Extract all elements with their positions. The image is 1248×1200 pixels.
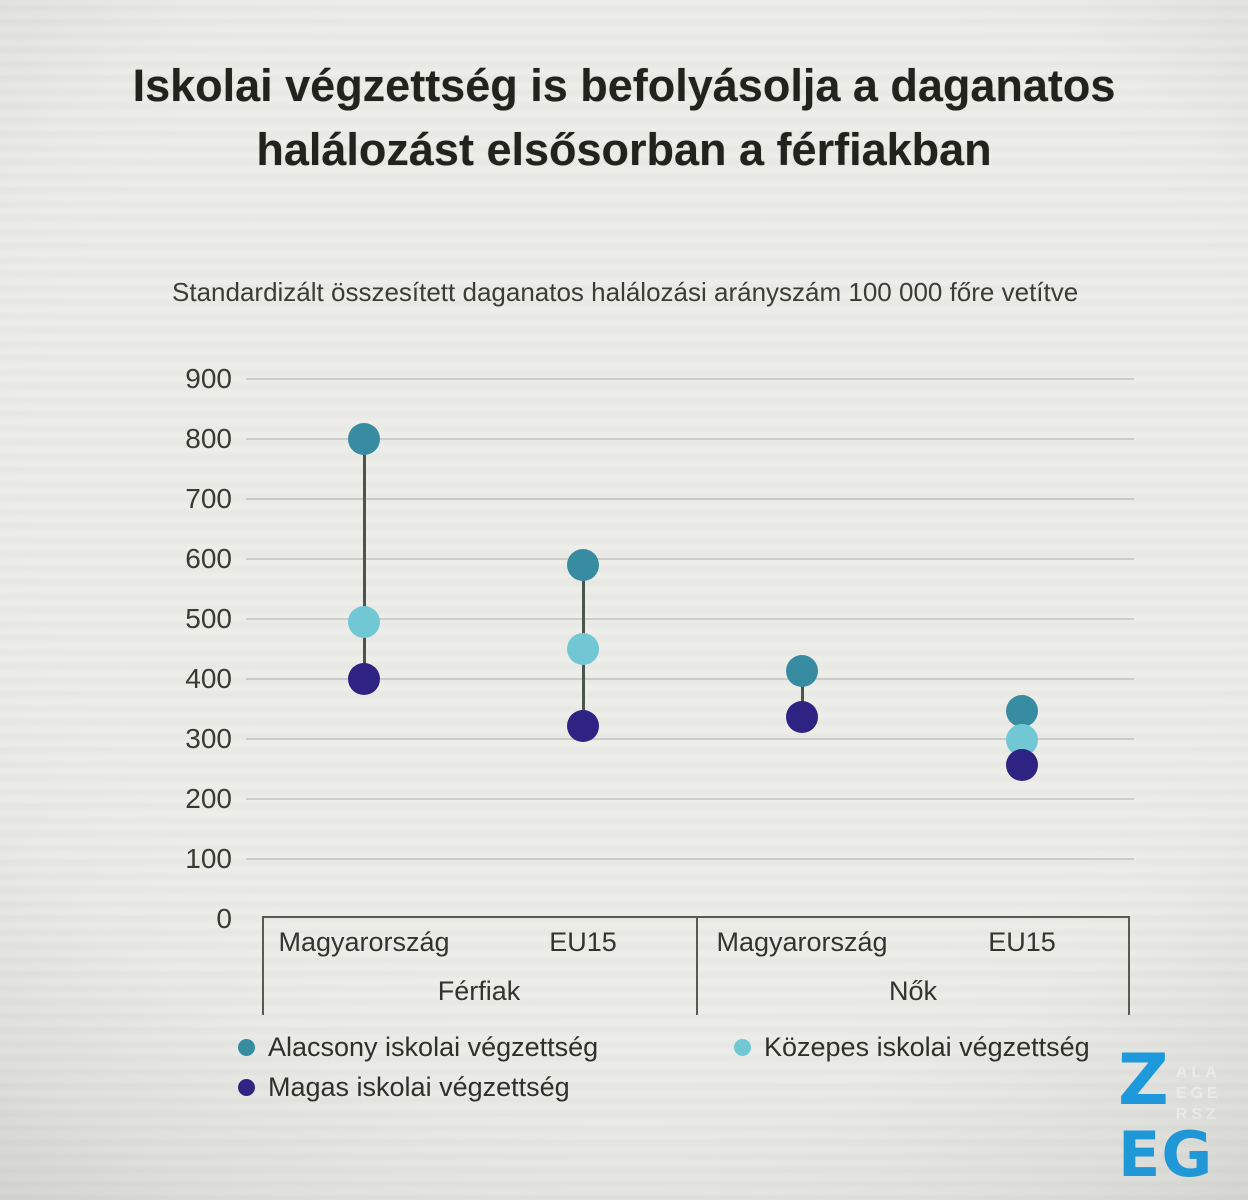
y-tick-label-500: 500 — [185, 603, 232, 634]
axis-group-tick-1 — [696, 916, 698, 1015]
gridline-500 — [246, 618, 1134, 620]
dot-magyarország-0-alacsony — [348, 423, 380, 455]
x-label-2: Magyarország — [716, 927, 888, 957]
legend-item-2: Magas iskolai végzettség — [238, 1072, 734, 1103]
y-tick-label-200: 200 — [185, 783, 232, 814]
y-tick-label-800: 800 — [185, 423, 232, 454]
axis-group-tick-2 — [1128, 916, 1130, 1015]
gridline-700 — [246, 498, 1134, 500]
connector-2 — [800, 671, 804, 717]
chart-subtitle: Standardizált összesített daganatos halá… — [172, 277, 1079, 307]
gridline-100 — [246, 858, 1134, 860]
dot-eu15-3-alacsony — [1006, 694, 1038, 727]
gridline-200 — [246, 798, 1134, 800]
y-tick-label-900: 900 — [185, 363, 232, 394]
gridline-800 — [246, 438, 1134, 440]
logo-side-line-2: EGE — [1175, 1085, 1222, 1102]
y-tick-label-400: 400 — [185, 663, 232, 694]
legend-item-0: Alacsony iskolai végzettség — [238, 1032, 734, 1063]
dot-eu15-1-kozepes — [567, 633, 599, 665]
legend-label-2: Magas iskolai végzettség — [268, 1072, 570, 1102]
legend-swatch-icon-2 — [238, 1079, 255, 1096]
legend-swatch-icon-0 — [238, 1039, 255, 1056]
dot-magyarország-0-magas — [348, 663, 380, 695]
y-tick-label-300: 300 — [185, 723, 232, 754]
y-tick-label-600: 600 — [185, 543, 232, 574]
logo-side-line-3: RSZ — [1175, 1106, 1220, 1123]
group-label-1: Nők — [888, 976, 937, 1006]
chart-legend: Alacsony iskolai végzettség Közepes iskol… — [238, 1032, 1150, 1103]
zalaegerszeg-logo: Z ALA EGE RSZ EG — [1118, 1039, 1222, 1191]
dot-eu15-1-magas — [567, 709, 599, 742]
logo-side-text: ALA EGE RSZ — [1176, 1062, 1222, 1125]
y-tick-label-700: 700 — [185, 483, 232, 514]
legend-label-0: Alacsony iskolai végzettség — [268, 1032, 599, 1062]
dot-magyarország-2-magas — [786, 700, 818, 733]
legend-swatch-icon-1 — [734, 1039, 751, 1056]
gridline-900 — [246, 378, 1134, 380]
gridline-400 — [246, 678, 1134, 680]
group-label-0: Férfiak — [437, 976, 521, 1006]
dot-magyarország-0-kozepes — [348, 606, 380, 638]
logo-side-line-1: ALA — [1175, 1064, 1221, 1081]
gridline-300 — [246, 738, 1134, 740]
dot-eu15-3-magas — [1006, 748, 1038, 781]
connector-0 — [362, 439, 366, 679]
legend-item-1: Közepes iskolai végzettség — [734, 1032, 1150, 1063]
gridline-600 — [246, 558, 1134, 560]
legend-label-1: Közepes iskolai végzettség — [764, 1032, 1090, 1062]
x-label-1: EU15 — [549, 927, 617, 957]
x-label-3: EU15 — [988, 927, 1056, 957]
dot-eu15-1-alacsony — [567, 549, 599, 581]
logo-letter-z: Z — [1118, 1039, 1169, 1121]
x-label-0: Magyarország — [278, 927, 450, 957]
y-tick-label-100: 100 — [185, 843, 232, 874]
logo-top-row: Z ALA EGE RSZ — [1118, 1039, 1222, 1125]
y-tick-label-0: 0 — [216, 903, 232, 934]
logo-letters-eg: EG — [1118, 1118, 1214, 1191]
chart-title: Iskolai végzettség is befolyásolja a dag… — [132, 60, 1116, 176]
axis-group-tick-0 — [262, 916, 264, 1015]
dot-magyarország-2-alacsony — [786, 655, 818, 688]
